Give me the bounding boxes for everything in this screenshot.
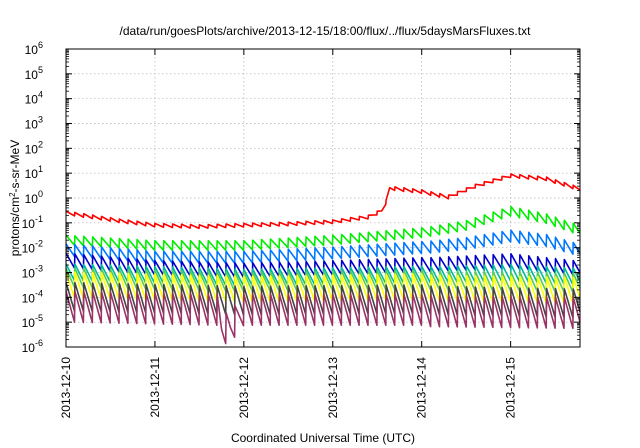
x-axis-label: Coordinated Universal Time (UTC) (231, 431, 415, 445)
x-tick-label: 2013-12-11 (148, 357, 162, 418)
y-tick-label: 10-3 (22, 264, 43, 281)
y-tick-label: 104 (25, 90, 43, 107)
data-series-group (65, 173, 581, 345)
y-tick-label: 100 (25, 189, 43, 206)
flux-series-9-line (65, 290, 581, 345)
y-tick-label: 105 (25, 65, 43, 82)
flux-series-2-line (65, 205, 581, 252)
y-tick-label: 102 (25, 139, 43, 156)
y-axis-label-suffix: -s-sr-MeV (8, 140, 22, 193)
y-axis-label-superscript: 2 (8, 192, 17, 197)
y-tick-label: 10-4 (22, 288, 43, 305)
y-axis-label-prefix: protons/cm (8, 197, 22, 256)
x-tick-label: 2013-12-15 (504, 357, 518, 419)
y-tick-label: 103 (25, 115, 43, 132)
x-tick-label: 2013-12-13 (326, 357, 340, 419)
y-tick-label: 10-1 (22, 214, 43, 231)
y-tick-label: 10-2 (22, 239, 43, 256)
x-axis-ticks: 2013-12-10 2013-12-11 2013-12-12 2013-12-13… (59, 49, 518, 418)
y-axis-label: protons/cm2-s-sr-MeV (8, 140, 23, 256)
y-tick-label: 10-5 (22, 313, 43, 330)
x-tick-label: 2013-12-14 (415, 357, 429, 419)
flux-series-3-line (65, 229, 581, 265)
y-tick-label: 101 (25, 164, 43, 181)
y-tick-label: 106 (25, 40, 43, 57)
y-tick-label: 10-6 (22, 338, 43, 355)
x-tick-label: 2013-12-10 (59, 357, 73, 419)
x-tick-label: 2013-12-12 (237, 357, 251, 419)
chart-title: /data/run/goesPlots/archive/2013-12-15/1… (120, 24, 532, 38)
flux-series-1-line (65, 173, 581, 230)
